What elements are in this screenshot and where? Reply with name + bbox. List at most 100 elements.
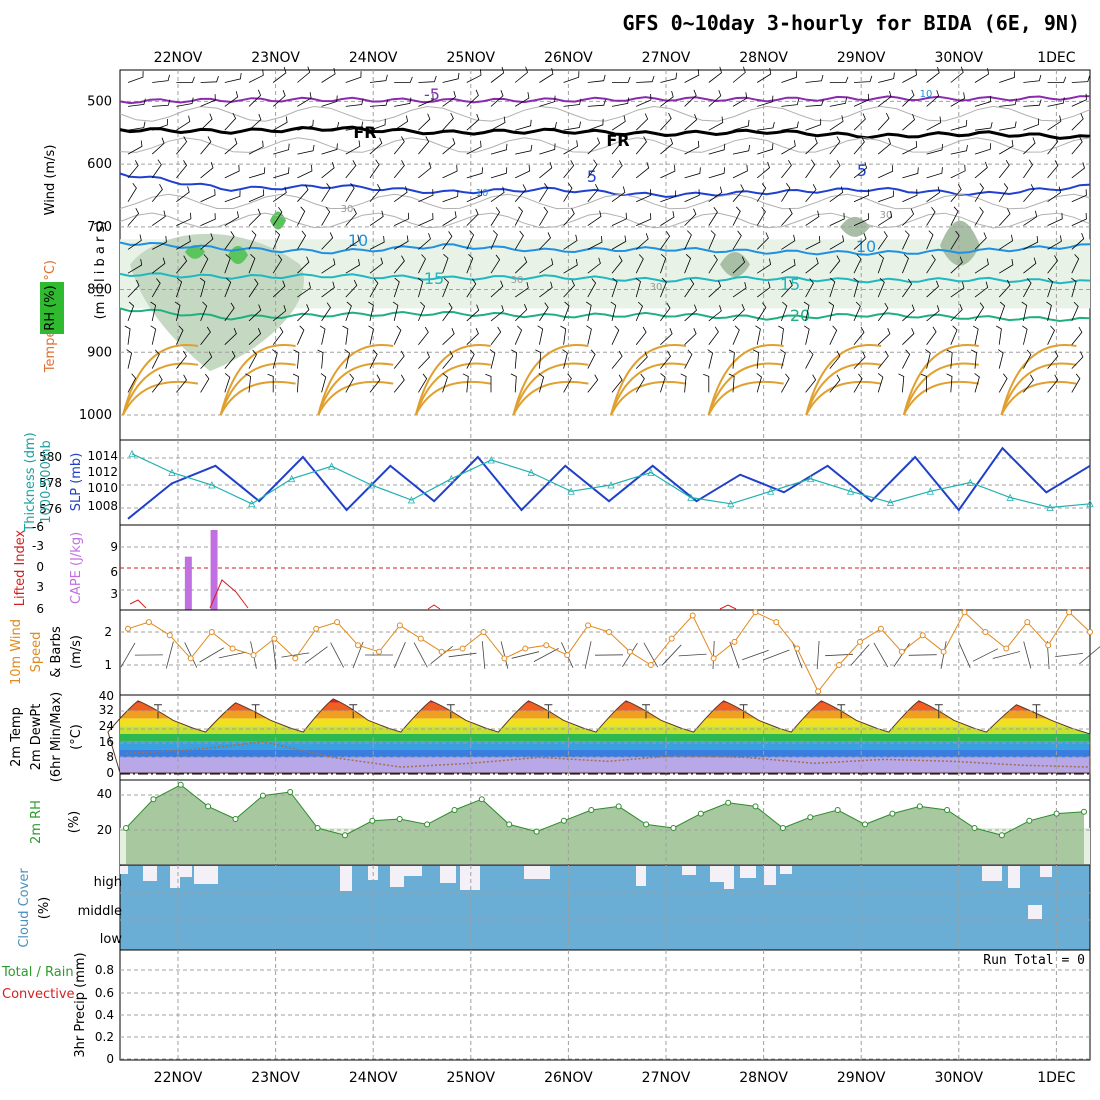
slp-tick-label: 1008 [87,499,118,513]
wind-barb [753,349,760,369]
wind-barb [466,113,480,131]
wind-barb [708,326,719,345]
pressure-tick-label: 500 [87,94,112,109]
wind-barb [970,349,977,369]
wind10-marker [794,645,801,652]
wind-barb [732,325,740,345]
wind-barb [466,230,475,250]
wind-barb [636,189,652,203]
wind10-marker [543,642,550,649]
wind-barb [248,89,262,107]
slp-tick-label: 1012 [87,465,118,479]
wind-barb [853,233,867,250]
wind-barb [224,72,242,83]
rh-marker [424,821,431,828]
wind-barb [514,66,528,83]
low-level-contour [610,344,687,416]
wind-barb [563,301,570,322]
wind-barb [684,328,697,345]
thickness-marker [1086,499,1094,508]
wind-barb [660,165,676,179]
wind-barb [684,113,698,131]
wind-barb [224,211,239,226]
wind-barb [1021,301,1028,321]
wind-barb [490,143,508,155]
wind-barb [1023,257,1037,274]
wind-barb [344,349,350,369]
wind-barb [898,373,905,393]
wind-barb [224,164,240,179]
wind-barb [345,183,355,202]
li-tick-labels: -6 -3 0 3 6 9 6 3 [32,520,118,616]
wind-barb [829,115,844,131]
cloud-gap [340,866,352,891]
wind-barb [805,236,821,250]
cloud-ylabel-b: (%) [37,897,52,920]
cloud-gap [780,866,792,874]
wind-barb [829,186,844,203]
temp-ylabel-c: (6hr Min/Max) [49,692,64,782]
wind-barb [660,302,671,322]
wind-barb [926,280,939,298]
cloud-gap [1008,866,1020,888]
wind-barb [224,277,232,298]
wind-barb [756,161,770,179]
cloud-gap [460,866,480,890]
rh-marker [560,817,567,824]
wind-barb [200,75,219,83]
isotherm-line [119,241,1091,256]
upper-ylabel-rh: RH (%) [43,285,58,330]
wind-barb [878,72,895,83]
wind-barb [902,254,909,274]
rh-marker [205,803,212,810]
wind10-barb [1079,646,1100,665]
wind-barb [853,326,865,345]
wind-barb [539,183,549,202]
wind-barb [1071,326,1083,345]
rh-contour [119,193,1091,210]
wind-barb [778,325,784,345]
wind-barb [829,212,845,226]
cloud-gap [404,866,422,876]
cape-bar [184,556,192,610]
thickness-marker [687,493,695,501]
wind-barb [319,325,326,345]
wind-barb [563,279,575,298]
low-level-contour [902,380,979,416]
wind-barb [345,259,360,274]
wind-barb [853,277,859,298]
temp-tick-label: 8 [106,750,114,764]
wind-barb [684,208,697,226]
wind-barb [345,160,357,179]
date-tick-label: 24NOV [349,1070,398,1086]
wind-barb [511,349,518,369]
wind-barb [515,164,531,179]
wind-barb [877,253,884,274]
temp-max-whisker [154,704,162,719]
wind-barb [151,184,163,202]
wind-barb [974,122,993,131]
wind-barb [394,76,413,83]
wind-barb [200,326,211,345]
temp-grid [120,695,1090,780]
date-tick-label: 1DEC [1037,50,1076,66]
wind-barb [684,230,692,250]
wind-barb [587,210,602,226]
wind-barb [1071,277,1077,298]
low-level-contour [707,362,784,416]
rh-high-patch [185,211,286,265]
wind-barb [829,350,841,369]
wind-barb [127,234,142,250]
wind-barb [1047,186,1062,203]
wind-barb [273,116,288,131]
wind10-barb [281,652,310,658]
rh-marker [889,810,896,817]
rh-marker [916,803,923,810]
wind-barb [805,374,817,393]
cloud-gap [682,866,696,875]
wind-barb [805,159,816,179]
wind-barb [703,373,710,393]
wind-barb [926,116,942,131]
wind-barb [1023,74,1042,83]
wind-barb [1071,232,1085,250]
